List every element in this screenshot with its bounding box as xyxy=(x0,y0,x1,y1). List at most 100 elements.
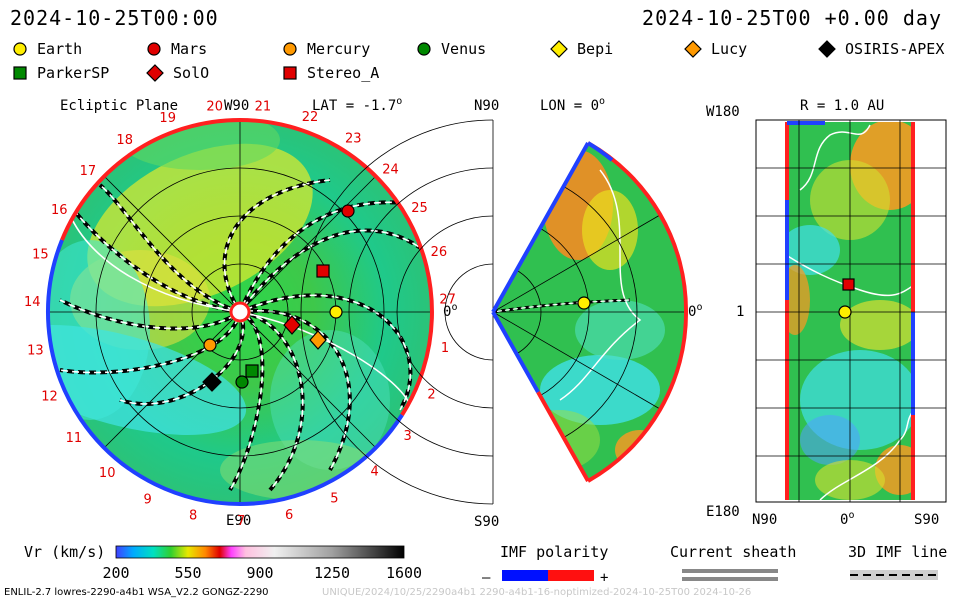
legend-lucy: Lucy xyxy=(684,40,747,58)
ecliptic-top-label: W90 xyxy=(224,98,249,114)
legend-label: Bepi xyxy=(577,40,614,58)
earth-marker xyxy=(329,305,343,319)
osiris-apex-marker xyxy=(202,372,222,392)
meridional-top-label: N90 xyxy=(474,98,499,114)
imf-negative-swatch xyxy=(502,570,548,581)
carrington-tick-label: 6 xyxy=(285,508,293,523)
carrington-tick-label: 13 xyxy=(27,343,44,358)
legend-venus: Venus xyxy=(416,40,486,58)
carrington-tick-label: 10 xyxy=(99,466,116,481)
legend-label: OSIRIS-APEX xyxy=(845,40,945,58)
carrington-tick-label: 14 xyxy=(24,295,41,310)
mars-marker-icon xyxy=(147,42,161,56)
imf3d-label: 3D IMF line xyxy=(848,543,947,561)
imf-minus: – xyxy=(482,570,491,586)
carrington-tick-label: 7 xyxy=(237,514,245,529)
header-time-left: 2024-10-25T00:00 xyxy=(10,6,219,30)
footer-file-info: UNIQUE/2024/10/25/2290a4b1 2290-a4b1-16-… xyxy=(322,587,752,598)
carrington-tick-label: 18 xyxy=(116,133,133,148)
current-sheath-legend: Current sheath xyxy=(670,543,796,581)
carrington-tick-label: 5 xyxy=(330,491,338,506)
carrington-tick-label: 9 xyxy=(144,492,152,507)
vr-ticks: 200 550 900 1250 1600 xyxy=(102,564,422,582)
legend-label: Stereo_A xyxy=(307,64,380,82)
bepi-marker-icon xyxy=(550,40,568,58)
legend-label: Lucy xyxy=(711,40,748,58)
legend-osiris-apex: OSIRIS-APEX xyxy=(818,40,944,58)
carrington-tick-label: 11 xyxy=(66,431,83,446)
carrington-tick-label: 23 xyxy=(345,132,362,147)
meridional-panel: N90 S90 LON = 0o 0o xyxy=(300,96,702,530)
carrington-tick-label: 27 xyxy=(439,293,456,308)
imf-plus: + xyxy=(600,570,608,586)
carrington-tick-label: 24 xyxy=(382,162,399,177)
vr-label: Vr (km/s) xyxy=(24,543,105,561)
imf-3d-legend: 3D IMF line xyxy=(848,543,947,580)
mercury-marker-icon xyxy=(283,42,297,56)
carrington-tick-label: 3 xyxy=(403,429,411,444)
parkersp-marker xyxy=(245,364,259,378)
legend-label: Mars xyxy=(171,40,208,58)
legend-label: Mercury xyxy=(307,40,371,58)
imf-polarity-legend: IMF polarity – + xyxy=(482,543,608,586)
carrington-ticks: 20 21222324252627123456789101112131415161… xyxy=(24,99,456,529)
imf-label: IMF polarity xyxy=(500,543,608,561)
vr-tick-label: 1600 xyxy=(386,564,422,582)
vr-tick-label: 550 xyxy=(174,564,201,582)
legend-label: ParkerSP xyxy=(37,64,110,82)
legend-stereo-a: Stereo_A xyxy=(282,64,379,82)
sphere-left-bottom: E180 xyxy=(706,504,740,520)
sphere-x-left: N90 xyxy=(752,512,777,528)
footer-run-info: ENLIL-2.7 lowres-2290-a4b1 WSA_V2.2 GONG… xyxy=(4,587,269,598)
carrington-tick-label: 1 xyxy=(441,341,449,356)
solo-marker-icon xyxy=(146,64,164,82)
mercury-marker xyxy=(203,338,217,352)
solo-marker xyxy=(283,315,301,335)
legend-label: SolO xyxy=(173,64,210,82)
sphere-x-right: S90 xyxy=(914,512,939,528)
ecliptic-lat: LAT = -1.7o xyxy=(312,96,402,114)
ecliptic-right-label: 0o xyxy=(443,302,457,320)
stereo-a-marker-icon xyxy=(283,66,297,80)
carrington-tick-label: 15 xyxy=(32,248,49,263)
meridional-earth-marker xyxy=(577,296,591,310)
vr-colorbar: Vr (km/s) 200 550 900 1250 1600 xyxy=(24,543,422,582)
legend-earth: Earth xyxy=(12,40,82,58)
legend-label: Venus xyxy=(441,40,487,58)
legend-parkersp: ParkerSP xyxy=(12,64,109,82)
ecliptic-panel: Ecliptic Plane LAT = -1.7o W90 E90 0o 20… xyxy=(24,96,457,529)
carrington-tick-label: 4 xyxy=(370,465,378,480)
earth-marker-icon xyxy=(13,42,27,56)
carrington-tick-label: 19 xyxy=(159,111,176,126)
legend-bepi: Bepi xyxy=(550,40,613,58)
header-time-right: 2024-10-25T00 +0.00 day xyxy=(642,6,942,30)
carrington-tick-label: 26 xyxy=(431,245,448,260)
carrington-tick-label: 25 xyxy=(411,201,428,216)
carrington-tick-label: 8 xyxy=(189,509,197,524)
mars-marker xyxy=(341,204,355,218)
carrington-tick-label: 2 xyxy=(427,387,435,402)
carrington-tick-label: 17 xyxy=(80,164,97,179)
imf-positive-swatch xyxy=(548,570,594,581)
lucy-marker xyxy=(309,330,327,350)
sheath-label: Current sheath xyxy=(670,543,796,561)
sphere-x-mid: 0o xyxy=(840,510,854,528)
vr-tick-label: 900 xyxy=(246,564,273,582)
venus-marker-icon xyxy=(417,42,431,56)
meridional-right-label: 0o xyxy=(688,302,702,320)
legend-mercury: Mercury xyxy=(282,40,370,58)
lucy-marker-icon xyxy=(684,40,702,58)
carrington-tick-label: 22 xyxy=(302,110,319,125)
carrington-tick-label: 12 xyxy=(41,390,58,405)
sphere-stereo-a-marker xyxy=(842,278,855,291)
parkersp-marker-icon xyxy=(13,66,27,80)
sphere-earth-marker xyxy=(838,305,852,319)
legend-mars: Mars xyxy=(146,40,207,58)
meridional-lon: LON = 0o xyxy=(540,96,605,114)
venus-marker xyxy=(235,375,249,389)
sphere-panel: R = 1.0 AU W180 1 E180 N90 0o S90 xyxy=(706,98,947,528)
legend-solo: SolO xyxy=(146,64,209,82)
carrington-tick-label: 16 xyxy=(51,203,68,218)
meridional-bottom-label: S90 xyxy=(474,514,499,530)
